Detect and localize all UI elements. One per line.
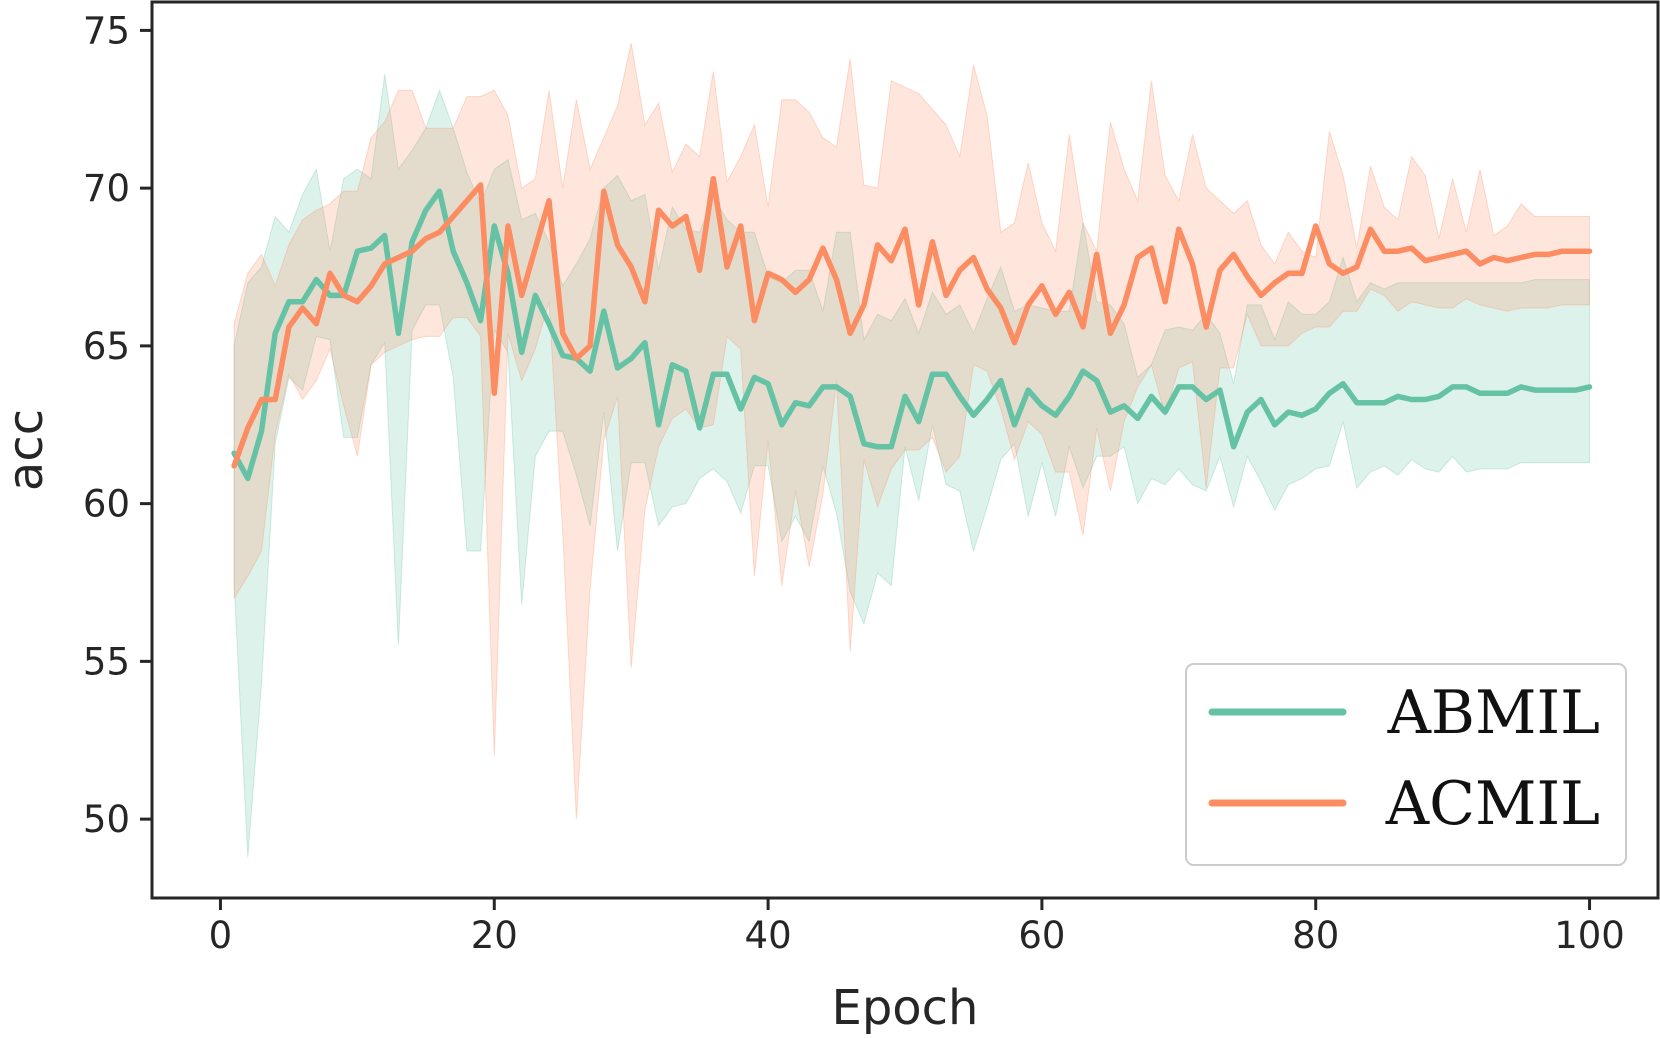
legend-label-abmil: ABMIL [1387, 678, 1600, 748]
y-tick-label: 55 [83, 640, 130, 683]
plot-frame [150, 0, 1660, 900]
x-axis-label: Epoch [832, 980, 979, 1036]
series-lines [231, 175, 1593, 482]
y-tick-label: 65 [83, 325, 130, 368]
x-tick-label: 0 [209, 914, 233, 957]
y-tick-label: 60 [83, 483, 130, 526]
y-tick-label: 50 [83, 798, 130, 841]
legend-label-acmil: ACMIL [1385, 769, 1600, 839]
y-tick-label: 70 [83, 167, 130, 210]
x-tick-label: 60 [1018, 914, 1065, 957]
y-axis-label: acc [0, 409, 54, 491]
x-tick-label: 100 [1554, 914, 1625, 957]
line-abmil [231, 188, 1593, 482]
y-tick-label: 75 [83, 9, 130, 52]
line-acmil [231, 175, 1593, 469]
band-acmil [233, 42, 1590, 820]
x-tick-label: 40 [745, 914, 792, 957]
x-tick-label: 20 [471, 914, 518, 957]
y-axis-ticks: 50 55 60 65 70 75 [83, 9, 152, 841]
x-tick-label: 80 [1292, 914, 1339, 957]
confidence-bands [233, 42, 1590, 858]
x-axis-ticks: 0 20 40 60 80 100 [209, 898, 1625, 957]
legend: ABMIL ACMIL [1185, 663, 1627, 866]
